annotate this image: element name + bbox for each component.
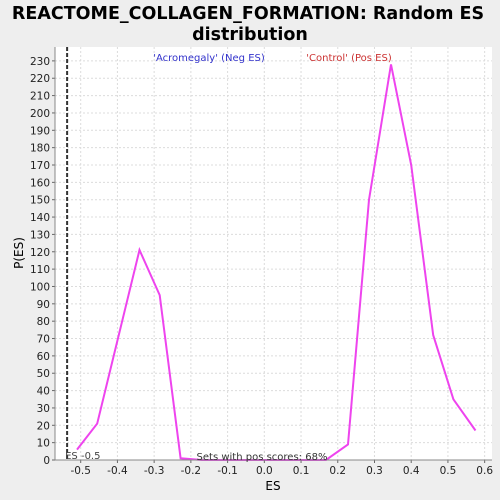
y-tick-label: 200 xyxy=(30,108,50,120)
y-tick-label: 20 xyxy=(37,420,50,432)
y-tick-label: 170 xyxy=(30,160,50,172)
y-tick-label: 230 xyxy=(30,56,50,68)
y-tick-label: 130 xyxy=(30,229,50,241)
sets-with-pos-scores-label: Sets with pos scores: 68% xyxy=(197,452,328,463)
y-axis-title: P(ES) xyxy=(12,237,26,269)
plot-area xyxy=(55,47,492,460)
y-tick-label: 90 xyxy=(37,299,50,311)
x-tick-label: 0.3 xyxy=(366,465,383,477)
neg-es-label: 'Acromegaly' (Neg ES) xyxy=(153,53,265,64)
y-tick-label: 110 xyxy=(30,264,50,276)
x-tick-label: 0.0 xyxy=(256,465,273,477)
y-tick-label: 10 xyxy=(37,438,50,450)
x-tick-label: -0.1 xyxy=(217,465,238,477)
y-tick-label: 30 xyxy=(37,403,50,415)
y-tick-label: 160 xyxy=(30,177,50,189)
grid xyxy=(55,47,492,461)
annotations: 'Acromegaly' (Neg ES) 'Control' (Pos ES)… xyxy=(153,53,392,463)
y-tick-label: 180 xyxy=(30,143,50,155)
es-marker-label: ES -0.5 xyxy=(65,451,100,462)
y-tick-label: 190 xyxy=(30,125,50,137)
pos-es-label: 'Control' (Pos ES) xyxy=(306,53,392,64)
y-tick-label: 70 xyxy=(37,334,50,346)
axes: 0 10 20 30 40 50 60 70 80 90 100 110 120 130 140 150 160… xyxy=(30,47,493,477)
es-marker-group: ES -0.5 xyxy=(65,47,100,462)
x-tick-label: -0.2 xyxy=(181,465,202,477)
x-tick-label: -0.4 xyxy=(107,465,128,477)
y-tick-label: 210 xyxy=(30,91,50,103)
y-tick-label: 80 xyxy=(37,316,50,328)
chart-title-line-2: distribution xyxy=(192,25,308,45)
x-tick-label: 0.5 xyxy=(440,465,457,477)
x-tick-label: 0.6 xyxy=(476,465,493,477)
y-tick-label: 100 xyxy=(30,281,50,293)
x-tick-label: -0.3 xyxy=(144,465,165,477)
y-tick-label: 140 xyxy=(30,212,50,224)
x-tick-label: 0.1 xyxy=(293,465,310,477)
x-tick-label: 0.2 xyxy=(329,465,346,477)
x-tick-label: 0.4 xyxy=(403,465,420,477)
y-tick-label: 220 xyxy=(30,73,50,85)
y-tick-label: 120 xyxy=(30,247,50,259)
chart-title-line-1: REACTOME_COLLAGEN_FORMATION: Random ES xyxy=(12,4,484,24)
y-tick-label: 60 xyxy=(37,351,50,363)
x-axis-title: ES xyxy=(265,479,280,493)
y-tick-label: 150 xyxy=(30,195,50,207)
y-tick-label: 0 xyxy=(43,455,50,467)
y-tick-label: 50 xyxy=(37,368,50,380)
y-tick-label: 40 xyxy=(37,386,50,398)
x-tick-label: -0.5 xyxy=(70,465,91,477)
